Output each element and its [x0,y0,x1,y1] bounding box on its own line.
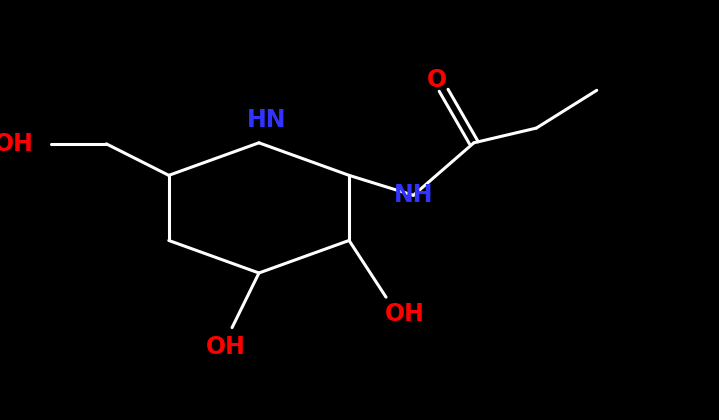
Text: O: O [427,68,447,92]
Text: NH: NH [394,183,433,207]
Text: OH: OH [385,302,425,326]
Text: OH: OH [0,132,35,156]
Text: HN: HN [247,108,287,132]
Text: OH: OH [206,334,245,359]
